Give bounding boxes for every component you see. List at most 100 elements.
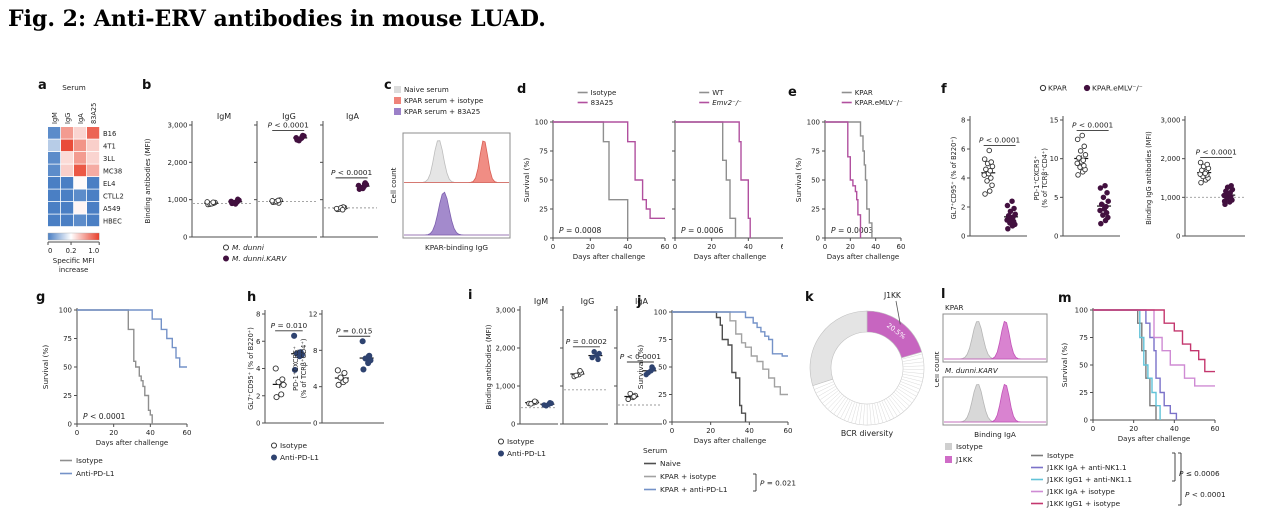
data-point — [355, 182, 362, 189]
y-axis-label: Binding IgG antibodies (MFI) — [1145, 131, 1153, 224]
data-point — [986, 188, 993, 194]
p-value: P < 0.0001 — [1072, 120, 1114, 129]
panel-m: m 0 25 50 75 100 0 20 40 60 Days after challenge Su… — [1025, 286, 1268, 528]
data-point — [1098, 201, 1105, 208]
data-point — [341, 369, 348, 377]
y-tick-label: 0 — [511, 421, 515, 429]
y-tick-label: 100 — [1075, 307, 1088, 315]
y-tick-label: 10 — [1050, 155, 1059, 163]
clone-divider — [879, 402, 887, 422]
x-tick-label: 20 — [846, 243, 855, 251]
legend-label: KPAR.eMLV⁻/⁻ — [1092, 84, 1143, 93]
row-label: HBEC — [103, 217, 122, 225]
heatmap-cell — [87, 127, 100, 139]
y-tick-label: 3,000 — [495, 307, 515, 315]
data-point — [645, 369, 651, 376]
x-tick-label: 0 — [670, 427, 674, 435]
data-point — [1011, 205, 1017, 212]
row-label: B16 — [103, 130, 116, 138]
x-tick-label: 60 — [183, 429, 192, 437]
panel-f-label: f — [941, 82, 947, 97]
clone-divider — [843, 401, 853, 420]
data-point — [1080, 157, 1086, 163]
legend-swatch — [1039, 84, 1047, 92]
data-point — [1098, 220, 1104, 227]
clone-divider — [892, 393, 907, 409]
y-tick-label: 0 — [961, 233, 965, 241]
data-point — [1100, 194, 1107, 201]
heatmap-cell — [74, 152, 87, 164]
colorbar-label: Specific MFI — [53, 257, 95, 265]
data-point — [1075, 172, 1081, 178]
panel-i: i 0 1,000 2,000 3,000 IgM IgG P = 0.0002 IgA P < … — [455, 286, 697, 528]
y-axis-label: Survival (%) — [794, 158, 803, 203]
km-curve — [77, 309, 153, 424]
heatmap-cell — [87, 152, 100, 164]
data-point — [1076, 155, 1082, 161]
y-tick-label: 2,000 — [1160, 155, 1180, 163]
data-point — [291, 366, 298, 373]
legend-label: Naive serum — [404, 85, 449, 94]
legend-swatch — [1083, 84, 1091, 92]
data-point — [361, 181, 368, 187]
data-point — [1103, 210, 1110, 216]
clone-divider — [895, 390, 912, 403]
clone-divider — [818, 386, 836, 397]
km-curve — [672, 311, 747, 422]
colorbar-tick-label: 0 — [48, 247, 52, 255]
histogram-peak — [404, 140, 509, 183]
clone-divider — [900, 381, 920, 390]
x-tick-label: 40 — [744, 243, 753, 251]
colorbar-tick-label: 0.2 — [66, 247, 77, 255]
clone-divider — [847, 402, 855, 422]
legend-label: J1KK IgA + anti-NK1.1 — [1046, 463, 1127, 472]
p-value: P = 0.0008 — [559, 226, 602, 235]
legend-label: Isotype — [76, 456, 103, 465]
legend-swatch — [498, 438, 504, 445]
legend-label: Anti-PD-L1 — [76, 469, 115, 478]
callout-line — [895, 300, 901, 325]
heatmap-cell — [87, 164, 100, 177]
x-tick-label: 20 — [109, 429, 118, 437]
clone-divider — [830, 395, 844, 412]
panel-m-chart: 0 25 50 75 100 0 20 40 60 Days after challenge Sur… — [1031, 307, 1226, 508]
y-tick-label: 0 — [1084, 417, 1088, 425]
y-axis-label: PD-1⁺CXCR5⁺ — [292, 346, 300, 391]
heatmap-cell — [61, 189, 74, 202]
row-label: 4T1 — [103, 142, 116, 150]
panel-d-label: d — [517, 82, 527, 97]
colorbar-tick-label: 1.0 — [88, 247, 99, 255]
y-axis-label: Survival (%) — [41, 345, 50, 390]
y-axis-label: Survival (%) — [636, 345, 645, 390]
y-axis-label: Cell count — [389, 167, 398, 203]
heatmap-cell — [74, 139, 87, 152]
subplot-title: IgM — [217, 112, 231, 121]
y-tick-label: 50 — [63, 364, 72, 372]
km-curve — [1093, 309, 1178, 420]
legend-label: KPAR — [855, 89, 873, 97]
data-point — [547, 399, 553, 406]
clone-divider — [902, 373, 923, 378]
data-point — [366, 352, 373, 359]
data-point — [1100, 212, 1106, 218]
clone-divider — [903, 371, 924, 374]
heatmap-cell — [87, 189, 100, 202]
clone-divider — [898, 385, 917, 397]
panel-c-label: c — [384, 78, 392, 93]
x-tick-label: 0 — [1091, 425, 1095, 433]
legend-label: Isotype — [507, 437, 535, 446]
p-value: P < 0.0001 — [1185, 490, 1226, 499]
p-value: P = 0.010 — [271, 321, 308, 330]
legend-label: Isotype — [591, 89, 617, 97]
y-tick-label: 100 — [59, 307, 72, 315]
x-tick-label: 0 — [551, 243, 555, 251]
data-point — [278, 391, 285, 398]
legend-label: 83A25 — [591, 99, 614, 107]
data-point — [1105, 214, 1111, 221]
legend-swatch — [394, 86, 401, 93]
panel-g: g 0 25 50 75 100 0 20 40 60 Days after challenge P … — [30, 286, 236, 528]
data-point — [337, 374, 344, 381]
